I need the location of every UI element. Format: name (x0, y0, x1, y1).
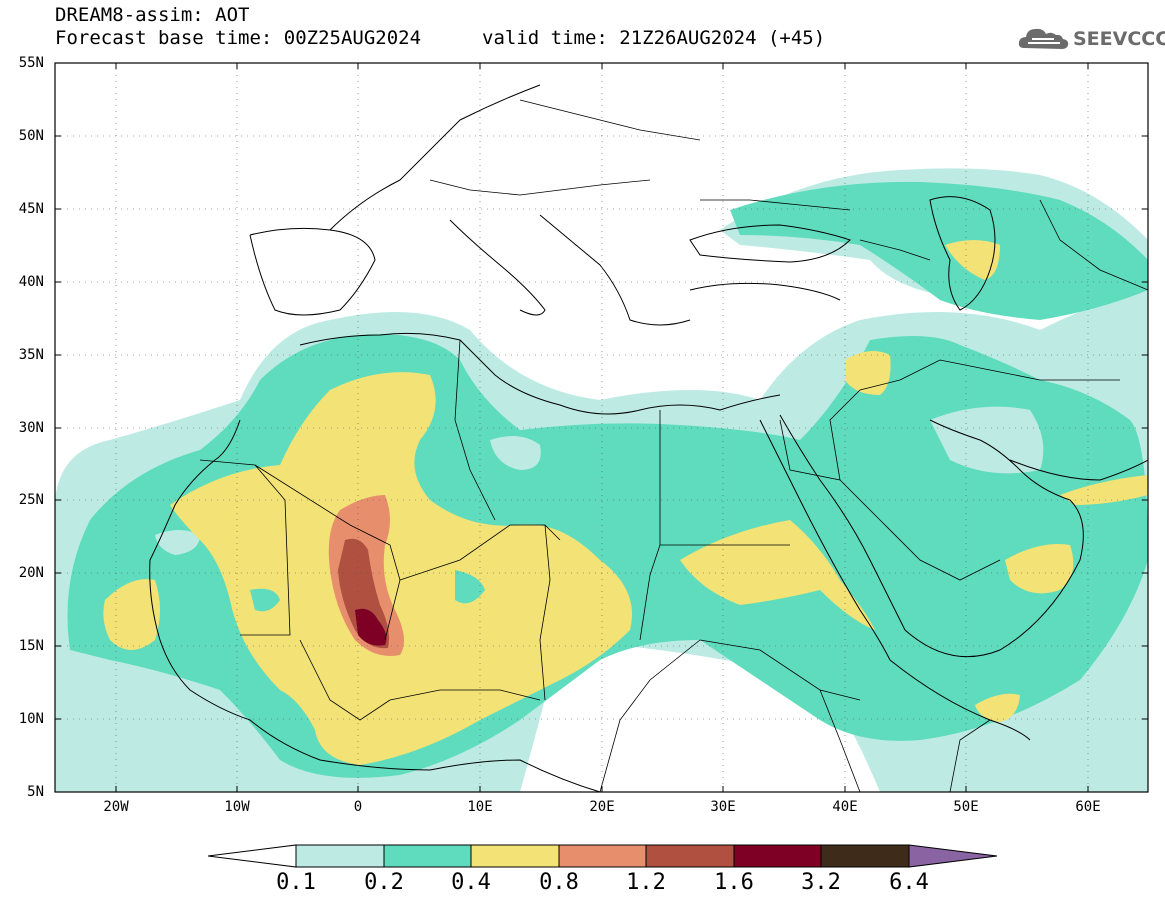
cloud-icon (1018, 28, 1069, 49)
lat-label: 15N (18, 638, 44, 654)
valid-time: valid time: 21Z26AUG2024 (+45) (482, 27, 826, 49)
lat-label: 25N (18, 492, 44, 508)
colorbar-segment (383, 844, 472, 868)
lon-label: 20E (589, 799, 615, 815)
lon-label: 40E (832, 799, 858, 815)
forecast-base-time: Forecast base time: 00Z25AUG2024 (55, 27, 422, 49)
gridlines (55, 63, 1148, 792)
map-title: DREAM8-assim: AOT (55, 4, 250, 26)
aot-light-patches (155, 406, 1044, 555)
aot-contour-1.6 (355, 608, 387, 646)
colorbar-label: 3.2 (801, 870, 841, 895)
lon-label: 10E (467, 799, 493, 815)
lat-label: 5N (27, 784, 44, 800)
lat-label: 35N (18, 347, 44, 363)
lat-label: 45N (18, 201, 44, 217)
colorbar-label: 1.6 (714, 870, 754, 895)
colorbar-label: 0.4 (451, 870, 491, 895)
colorbar-segment (820, 844, 910, 868)
lon-label: 10W (224, 799, 250, 815)
colorbar-segment (295, 844, 385, 868)
lon-label: 20W (103, 799, 129, 815)
coastlines (149, 84, 1148, 792)
colorbar-segment (645, 844, 735, 868)
aot-teal-holes (250, 570, 485, 612)
colorbar-label: 6.4 (889, 870, 929, 895)
colorbar-label: 0.2 (364, 870, 404, 895)
colorbar-label: 1.2 (626, 870, 666, 895)
axis-ticks (55, 62, 1148, 792)
colorbar-high-arrow (908, 844, 998, 868)
lat-label: 40N (18, 274, 44, 290)
lon-label: 30E (710, 799, 736, 815)
lon-label: 0 (353, 799, 363, 815)
lat-label: 55N (18, 55, 44, 71)
colorbar-label: 0.8 (539, 870, 579, 895)
country-borders (199, 99, 1148, 792)
colorbar-segment (558, 844, 647, 868)
lat-label: 30N (18, 420, 44, 436)
lon-label: 60E (1075, 799, 1101, 815)
colorbar-segment (733, 844, 822, 868)
seevccc-logo: SEEVCCC (1018, 24, 1165, 54)
colorbar-label: 0.1 (276, 870, 316, 895)
colorbar (207, 844, 998, 868)
lat-label: 50N (18, 128, 44, 144)
colorbar-segment (470, 844, 560, 868)
lon-label: 50E (953, 799, 979, 815)
lat-label: 10N (18, 711, 44, 727)
logo-text: SEEVCCC (1073, 28, 1165, 50)
lat-label: 20N (18, 565, 44, 581)
aot-contour-0.4 (103, 240, 1148, 765)
colorbar-low-arrow (207, 844, 297, 868)
